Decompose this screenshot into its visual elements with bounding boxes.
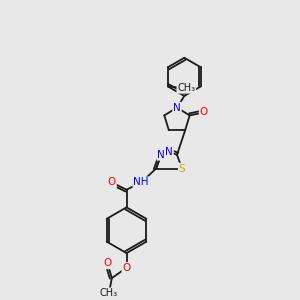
Text: O: O: [200, 107, 208, 118]
Text: N: N: [165, 147, 173, 157]
Text: S: S: [179, 164, 185, 174]
Text: NH: NH: [134, 177, 149, 188]
Text: CH₃: CH₃: [177, 83, 195, 93]
Text: CH₃: CH₃: [100, 288, 118, 298]
Text: O: O: [108, 177, 116, 188]
Text: O: O: [122, 263, 131, 273]
Text: N: N: [157, 150, 165, 160]
Text: N: N: [173, 103, 181, 113]
Text: O: O: [103, 258, 112, 268]
